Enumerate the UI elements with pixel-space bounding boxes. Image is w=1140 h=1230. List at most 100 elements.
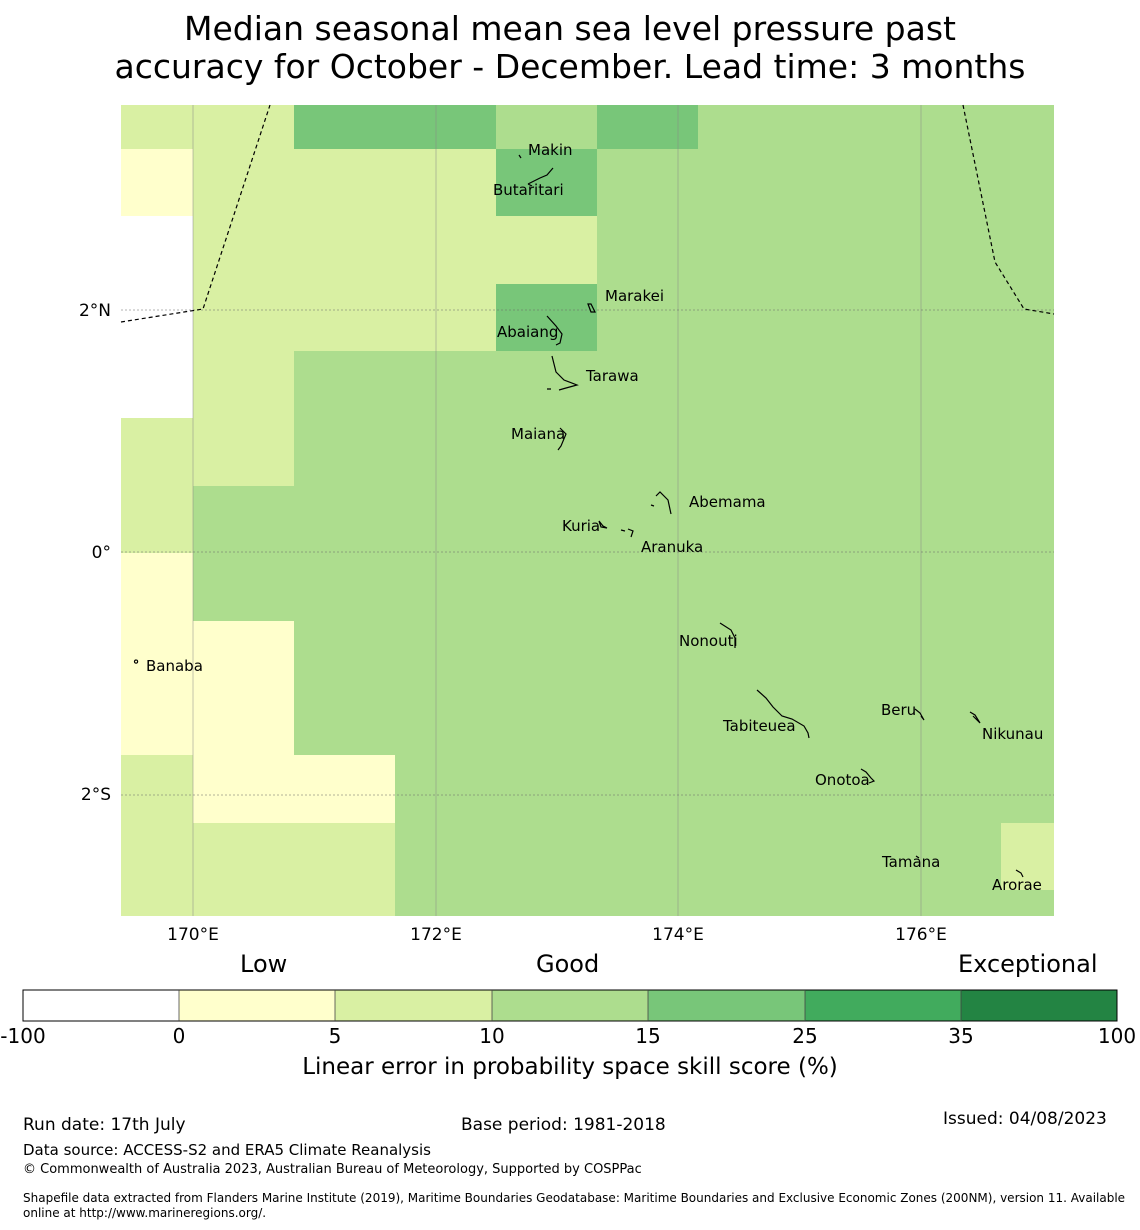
colorbar-swatch xyxy=(23,990,179,1021)
grid-cell xyxy=(121,149,193,216)
grid-cell xyxy=(597,621,698,688)
label-abemama: Abemama xyxy=(689,493,766,511)
grid-cell xyxy=(698,688,1054,755)
island-banaba xyxy=(133,659,139,664)
eez-boundary-west xyxy=(120,104,271,323)
colorbar-swatch xyxy=(648,990,805,1021)
colorbar-word-low: Low xyxy=(240,950,288,978)
grid-cell xyxy=(193,105,294,149)
grid-cell xyxy=(294,755,395,823)
grid-cell xyxy=(698,418,1054,486)
x-tick-label: 170°E xyxy=(167,925,219,945)
grid-cell xyxy=(395,890,496,916)
grid-cell xyxy=(698,621,1054,688)
grid-cell xyxy=(597,216,698,284)
label-nonouti: Nonouti xyxy=(679,632,738,650)
grid-cell xyxy=(395,688,496,755)
grid-cell xyxy=(121,351,193,418)
label-tabiteuea: Tabiteuea xyxy=(722,717,796,735)
label-makin: Makin xyxy=(528,141,573,159)
grid-cell xyxy=(121,486,193,553)
copyright: © Commonwealth of Australia 2023, Austra… xyxy=(23,1162,642,1177)
label-marakei: Marakei xyxy=(605,287,664,305)
grid-cell xyxy=(193,823,294,890)
island-outlines xyxy=(133,154,1024,878)
grid-cell xyxy=(121,890,193,916)
label-onotoa: Onotoa xyxy=(815,771,870,789)
title-line-2: accuracy for October - December. Lead ti… xyxy=(114,47,1026,86)
grid-cell xyxy=(698,755,1054,823)
grid-cell xyxy=(121,688,193,755)
data-source: Data source: ACCESS-S2 and ERA5 Climate … xyxy=(23,1141,431,1159)
grid-cell xyxy=(698,823,1054,890)
grid-cell xyxy=(121,823,193,890)
grid-cell xyxy=(193,216,294,284)
grid-cell xyxy=(395,755,496,823)
grid-cell xyxy=(294,688,395,755)
x-tick-label: 176°E xyxy=(895,925,947,945)
colorbar-tick: 5 xyxy=(328,1024,342,1048)
grid-cell xyxy=(597,105,698,149)
label-maiana: Maiana xyxy=(511,425,565,443)
grid-cell xyxy=(496,688,597,755)
grid-cell xyxy=(193,284,294,351)
grid-cell xyxy=(395,621,496,688)
grid-cell xyxy=(395,149,496,216)
island-makin xyxy=(518,154,522,159)
label-kuria: Kuria xyxy=(562,517,600,535)
colorbar-swatch xyxy=(961,990,1117,1021)
grid-cell xyxy=(193,486,294,553)
grid-cell xyxy=(294,621,395,688)
colorbar xyxy=(22,989,1118,1022)
grid-cell xyxy=(294,418,395,486)
grid-cell xyxy=(193,418,294,486)
label-banaba: Banaba xyxy=(146,657,203,675)
grid-cell xyxy=(294,105,395,149)
colorbar-frame xyxy=(22,989,1118,1022)
run-date: Run date: 17th July xyxy=(23,1115,186,1135)
grid-cell xyxy=(121,216,193,284)
island-kuria xyxy=(598,520,608,529)
grid-cell xyxy=(698,284,1054,351)
grid-cell xyxy=(121,105,193,149)
label-beru: Beru xyxy=(881,701,916,719)
island-nikunau xyxy=(969,711,981,724)
island-marakei xyxy=(587,303,596,313)
label-aranuka: Aranuka xyxy=(641,538,703,556)
grid-cell xyxy=(698,149,1054,216)
x-tick-label: 172°E xyxy=(410,925,462,945)
island-abaiang xyxy=(546,315,563,346)
grid-cell xyxy=(395,284,496,351)
grid-cell xyxy=(395,216,496,284)
grid-cell xyxy=(597,149,698,216)
grid-cell xyxy=(496,284,597,351)
label-butaritari: Butaritari xyxy=(493,181,564,199)
grid-cell xyxy=(121,621,193,688)
colorbar-swatch xyxy=(805,990,961,1021)
colorbar-swatch xyxy=(179,990,335,1021)
x-tick-label: 174°E xyxy=(652,925,704,945)
base-period: Base period: 1981-2018 xyxy=(461,1115,666,1135)
label-arorae: Arorae xyxy=(992,876,1042,894)
grid-cell xyxy=(496,553,597,621)
grid-cell xyxy=(1001,823,1054,890)
grid-cell xyxy=(698,105,1054,149)
y-tick-label: 2°S xyxy=(81,785,111,805)
grid-cell xyxy=(294,486,395,553)
label-tamana: Tamana xyxy=(881,853,940,871)
grid-cell xyxy=(597,553,698,621)
colorbar-swatch xyxy=(335,990,492,1021)
grid-cell xyxy=(496,105,597,149)
shapefile-credit-line-2: online at http://www.marineregions.org/. xyxy=(23,1206,267,1220)
grid-cell xyxy=(698,351,1054,418)
place-labels: Makin Butaritari Marakei Abaiang Tarawa … xyxy=(146,141,1043,894)
colorbar-word-good: Good xyxy=(536,950,600,978)
colorbar-tick: 25 xyxy=(792,1024,818,1048)
grid-cell xyxy=(294,284,395,351)
y-tick-label: 0° xyxy=(92,543,111,563)
island-onotoa xyxy=(860,768,876,784)
grid-cell xyxy=(193,553,294,621)
grid-cell xyxy=(121,284,193,351)
grid-cell xyxy=(496,351,597,418)
grid-cell xyxy=(121,755,193,823)
